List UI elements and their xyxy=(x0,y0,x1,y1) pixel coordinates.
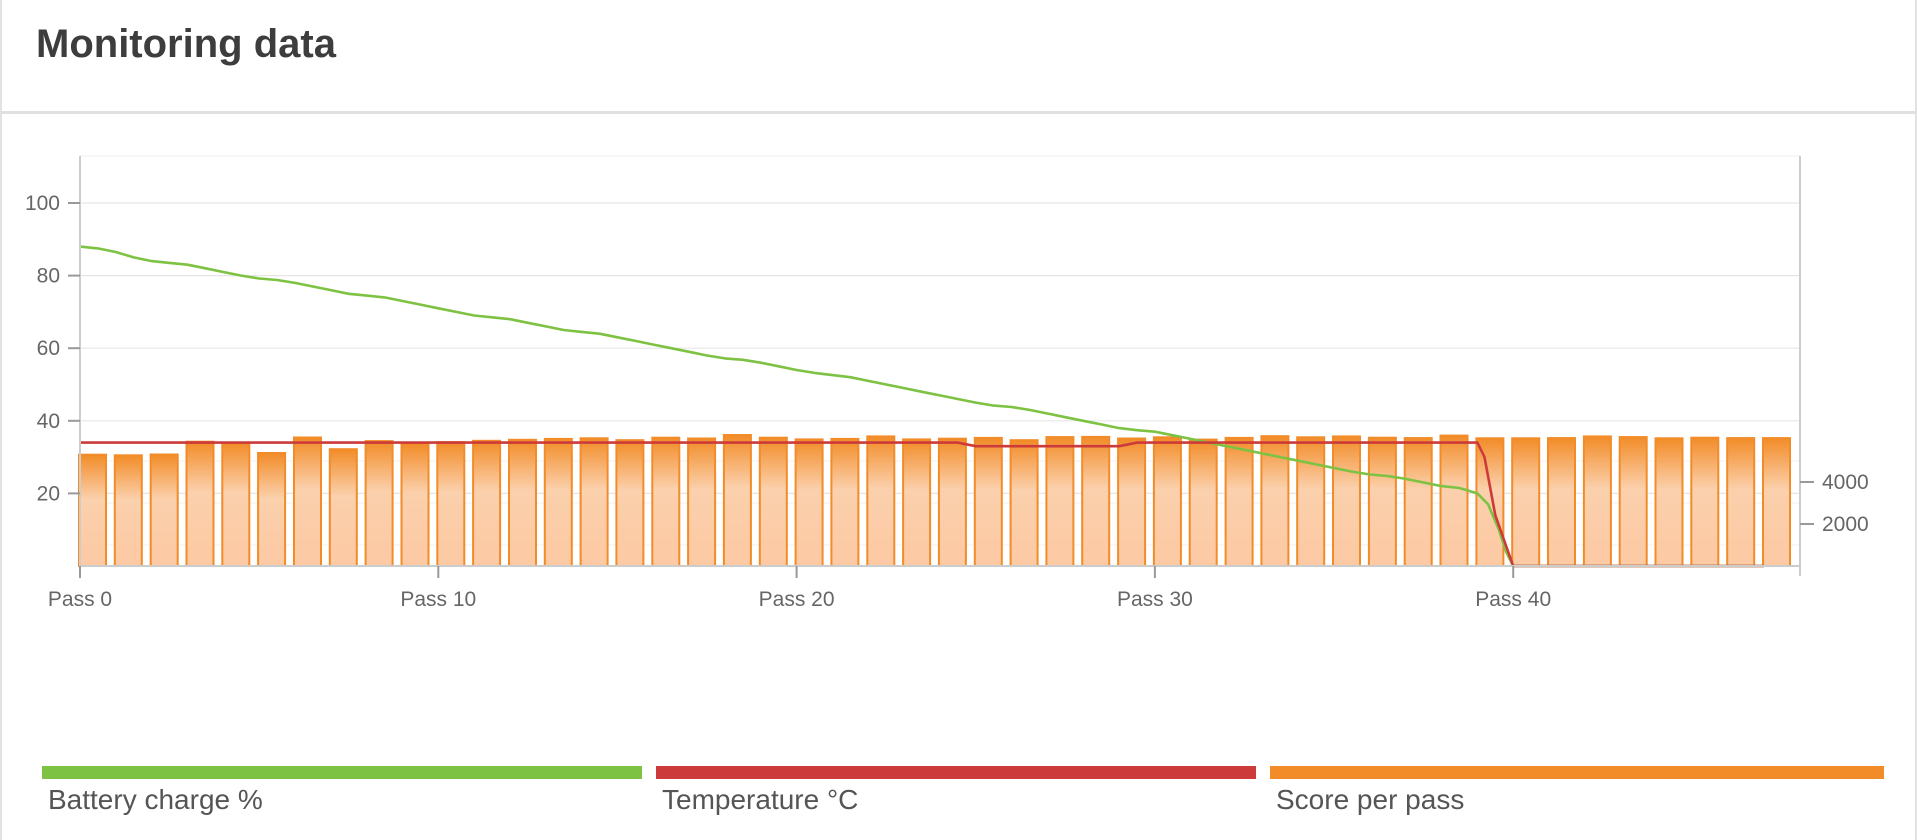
right-tick-label: 4000 xyxy=(1822,471,1869,494)
series-lines xyxy=(79,245,1764,568)
score-bar xyxy=(221,442,251,568)
score-bar xyxy=(902,438,932,567)
score-bar xyxy=(1654,437,1684,567)
score-bar xyxy=(113,454,143,567)
monitoring-chart: 20 40 60 80 100 2000 4000 Pass 0 Pass 10 Pass 20 P… xyxy=(25,155,1869,611)
legend-label-score: Score per pass xyxy=(1276,784,1465,815)
score-bar xyxy=(1439,434,1469,567)
score-bar xyxy=(579,437,609,567)
score-bar xyxy=(1332,435,1361,567)
legend-item-battery[interactable]: Battery charge % xyxy=(42,766,642,840)
score-bar xyxy=(1618,436,1648,567)
score-bar xyxy=(185,440,215,568)
score-bar xyxy=(1152,436,1182,567)
left-tick-label: 60 xyxy=(37,337,60,360)
page-title: Monitoring data xyxy=(36,22,336,66)
score-bar xyxy=(364,440,394,568)
score-bar xyxy=(1475,437,1505,567)
x-tick-label: Pass 40 xyxy=(1475,588,1551,611)
card-header: Monitoring data xyxy=(2,0,1917,114)
score-bar xyxy=(543,437,573,567)
score-bar xyxy=(1403,437,1433,568)
score-bar xyxy=(1726,437,1756,568)
score-bar xyxy=(400,442,430,567)
score-bar xyxy=(794,438,824,567)
score-bar xyxy=(1045,436,1075,567)
score-bar xyxy=(1117,437,1147,567)
score-bar xyxy=(1081,435,1111,567)
score-bar xyxy=(722,434,752,567)
score-bar xyxy=(1582,435,1612,567)
left-tick-label: 40 xyxy=(37,410,60,433)
score-bar xyxy=(758,436,788,568)
legend-swatch-temperature xyxy=(656,766,1256,779)
score-bar xyxy=(1009,439,1039,568)
score-bar xyxy=(293,436,322,567)
right-tick-label: 2000 xyxy=(1822,513,1869,536)
left-tick-label: 100 xyxy=(25,192,60,215)
legend-swatch-score xyxy=(1270,766,1884,779)
score-bars xyxy=(78,434,1791,568)
x-tick-label: Pass 0 xyxy=(48,588,112,611)
x-tick-label: Pass 20 xyxy=(759,588,835,611)
legend-swatch-battery xyxy=(42,766,642,779)
legend-label-temperature: Temperature °C xyxy=(662,784,859,815)
score-bar xyxy=(615,439,645,568)
legend-item-temperature[interactable]: Temperature °C xyxy=(656,766,1256,840)
score-bar xyxy=(328,448,358,568)
score-bar xyxy=(472,439,502,567)
temperature-line xyxy=(80,441,1764,568)
axes: 20 40 60 80 100 2000 4000 Pass 0 Pass 10 Pass 20 P… xyxy=(25,156,1869,611)
score-bar xyxy=(687,437,717,567)
score-bar xyxy=(257,452,287,567)
x-tick-label: Pass 10 xyxy=(400,588,476,611)
score-bar xyxy=(1690,436,1720,568)
score-bar xyxy=(1511,437,1541,567)
left-tick-label: 80 xyxy=(37,265,60,288)
battery-charge-line xyxy=(79,245,1764,568)
legend-label-battery: Battery charge % xyxy=(48,784,263,815)
score-bar xyxy=(149,453,179,567)
score-bar xyxy=(866,435,896,567)
score-bar xyxy=(1296,436,1326,567)
score-bar xyxy=(1188,438,1218,568)
score-bar xyxy=(830,437,860,567)
score-bar xyxy=(508,438,537,567)
score-bar xyxy=(1762,437,1791,568)
score-bar xyxy=(1224,436,1254,567)
score-bar xyxy=(78,453,107,568)
legend-item-score[interactable]: Score per pass xyxy=(1270,766,1884,840)
score-bar xyxy=(973,436,1003,567)
score-bar xyxy=(436,441,466,568)
x-tick-label: Pass 30 xyxy=(1117,588,1193,611)
score-bar xyxy=(651,436,681,568)
score-bar xyxy=(1367,436,1397,568)
left-tick-label: 20 xyxy=(37,482,60,505)
score-bar xyxy=(1547,437,1576,568)
score-bar xyxy=(937,437,967,568)
